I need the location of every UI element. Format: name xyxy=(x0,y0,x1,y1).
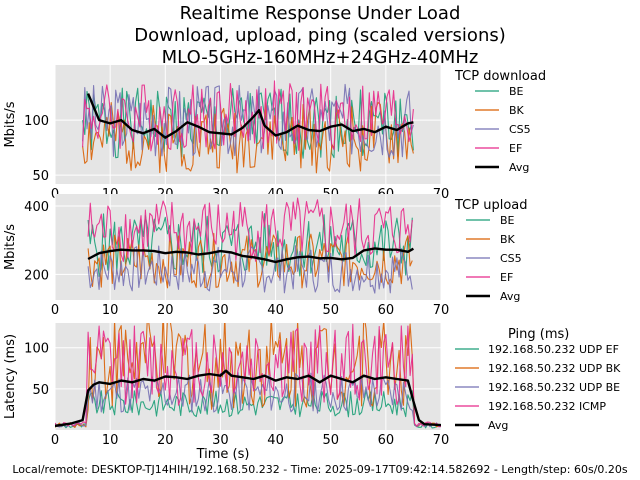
legend-title: TCP upload xyxy=(454,198,528,213)
legend-title: TCP download xyxy=(454,69,546,84)
x-tick-label: 20 xyxy=(157,303,174,318)
series-line-ef xyxy=(87,197,413,262)
legend-label: 192.168.50.232 UDP EF xyxy=(488,343,619,356)
legend-label: Avg xyxy=(509,161,529,174)
x-tick-label: 60 xyxy=(378,303,395,318)
x-tick-label: 50 xyxy=(322,433,339,448)
y-tick-label: 50 xyxy=(32,169,49,184)
x-tick-label: 20 xyxy=(157,433,174,448)
x-tick-label: 70 xyxy=(433,303,450,318)
legend-label: EF xyxy=(509,142,522,155)
legend-label: EF xyxy=(500,271,513,284)
y-tick-label: 50 xyxy=(32,383,49,398)
legend-label: BK xyxy=(509,104,525,117)
series-group xyxy=(55,323,441,429)
series-line-192-168-50-232-icmp xyxy=(55,323,441,428)
legend-label: 192.168.50.232 UDP BK xyxy=(488,362,621,375)
legend-label: BE xyxy=(509,85,524,98)
avg-series-line xyxy=(87,247,414,264)
y-axis-label: Mbits/s xyxy=(3,224,18,270)
x-tick-label: 40 xyxy=(267,433,284,448)
y-tick-label: 400 xyxy=(24,200,49,215)
x-axis-label: Time (s) xyxy=(196,447,250,462)
avg-series-line xyxy=(86,93,414,139)
x-tick-label: 10 xyxy=(102,433,119,448)
chart-title-line-3: MLO-5GHz-160MHz+24GHz-40MHz xyxy=(162,47,479,68)
legend: Ping (ms)192.168.50.232 UDP EF 192.168.50… xyxy=(455,327,621,432)
y-tick-label: 100 xyxy=(24,114,49,129)
legend-label: CS5 xyxy=(509,123,531,136)
series-line-192-168-50-232-udp-be xyxy=(55,372,441,428)
x-tick-label: 30 xyxy=(212,433,229,448)
y-tick-label: 100 xyxy=(24,342,49,357)
y-axis-label: Mbits/s xyxy=(3,101,18,147)
x-tick-label: 0 xyxy=(51,433,59,448)
x-tick-label: 40 xyxy=(267,303,284,318)
chart-title: Realtime Response Under Load Download, u… xyxy=(134,3,506,68)
legend-label: CS5 xyxy=(500,252,522,265)
series-line-bk xyxy=(82,101,414,174)
chart-title-line-2: Download, upload, ping (scaled versions) xyxy=(134,25,506,46)
legend-label: Avg xyxy=(500,290,520,303)
legend-label: 192.168.50.232 UDP BE xyxy=(488,381,620,394)
legend-label: Avg xyxy=(488,419,508,432)
series-group xyxy=(87,197,414,294)
y-tick-label: 200 xyxy=(24,268,49,283)
legend-label: BK xyxy=(500,233,516,246)
avg-series-line xyxy=(55,369,441,428)
y-axis-label: Latency (ms) xyxy=(3,334,18,419)
x-tick-label: 10 xyxy=(102,303,119,318)
series-group xyxy=(82,80,414,174)
x-tick-label: 50 xyxy=(322,303,339,318)
series-line-cs5 xyxy=(82,83,414,158)
ping-panel: 0 10 20 30 40 50 60 70 50 100 Latency (ms) Time (s)… xyxy=(3,323,621,462)
legend-label: BE xyxy=(500,214,515,227)
footer-info: Local/remote: DESKTOP-TJ14HIH/192.168.50… xyxy=(12,463,628,476)
x-tick-label: 70 xyxy=(433,433,450,448)
upload-panel: 0 10 20 30 40 50 60 70 200 400 Mbits/s TCP uploadBE… xyxy=(3,194,528,318)
legend-title: Ping (ms) xyxy=(508,327,569,342)
x-tick-label: 0 xyxy=(51,303,59,318)
legend-label: 192.168.50.232 ICMP xyxy=(488,400,606,413)
x-tick-label: 60 xyxy=(378,433,395,448)
x-tick-label: 30 xyxy=(212,303,229,318)
chart-title-line-1: Realtime Response Under Load xyxy=(180,3,461,24)
